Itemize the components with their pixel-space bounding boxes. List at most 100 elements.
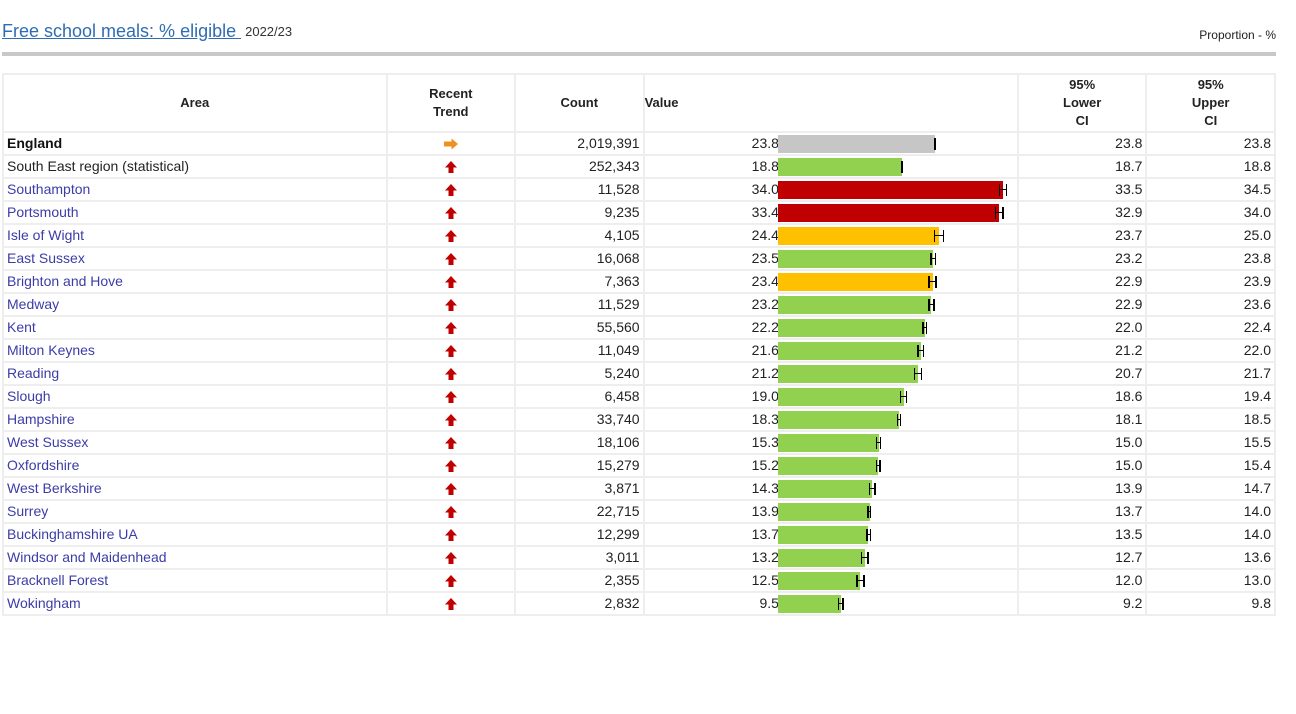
upper-ci-value: 23.9 (1145, 269, 1276, 294)
area-name[interactable]: Kent (2, 315, 388, 340)
table-row: Kent 55,560 22.2 22.0 22.4 (2, 315, 1276, 340)
value-bar[interactable] (777, 572, 861, 590)
area-name[interactable]: Buckinghamshire UA (2, 522, 388, 547)
column-header-count-label: Count (560, 95, 599, 110)
value-bar[interactable] (777, 204, 999, 222)
trend-cell (385, 384, 517, 409)
area-name[interactable]: Southampton (2, 177, 388, 202)
area-name: England (2, 131, 388, 156)
confidence-interval-whisker (856, 575, 865, 587)
trend-cell (385, 568, 517, 593)
value-bar[interactable] (777, 388, 904, 406)
trend-cell (385, 522, 517, 547)
value-text: 19.0 (751, 388, 779, 404)
value-bar[interactable] (777, 135, 936, 153)
value-cell: 13.2 (642, 545, 1019, 570)
value-bar[interactable] (777, 503, 870, 521)
trend-up-arrow-icon (444, 207, 457, 220)
upper-ci-value: 14.0 (1145, 499, 1276, 524)
table-row: Medway 11,529 23.2 22.9 23.6 (2, 292, 1276, 317)
value-bar[interactable] (777, 434, 879, 452)
trend-cell (385, 315, 517, 340)
confidence-interval-whisker (837, 598, 844, 610)
trend-up-arrow-icon (444, 483, 457, 496)
lci-header-line3: CI (1075, 113, 1089, 128)
confidence-interval-whisker (994, 207, 1004, 219)
area-name[interactable]: Isle of Wight (2, 223, 388, 248)
table-row: East Sussex 16,068 23.5 23.2 23.8 (2, 246, 1276, 271)
lower-ci-value: 22.9 (1016, 269, 1148, 294)
lower-ci-value: 13.9 (1016, 476, 1148, 501)
area-name[interactable]: Bracknell Forest (2, 568, 388, 593)
value-bar[interactable] (777, 342, 921, 360)
value-cell: 23.2 (642, 292, 1019, 317)
value-bar[interactable] (777, 250, 934, 268)
area-name[interactable]: West Sussex (2, 430, 388, 455)
area-name: South East region (statistical) (2, 154, 388, 179)
area-name[interactable]: Reading (2, 361, 388, 386)
bar-area (777, 342, 1010, 360)
area-name[interactable]: Hampshire (2, 407, 388, 432)
count-value: 55,560 (514, 315, 645, 340)
value-bar[interactable] (777, 365, 919, 383)
upper-ci-value: 23.8 (1145, 246, 1276, 271)
upper-ci-value: 14.0 (1145, 522, 1276, 547)
value-bar[interactable] (777, 595, 841, 613)
upper-ci-value: 13.0 (1145, 568, 1276, 593)
value-bar[interactable] (777, 273, 933, 291)
value-bar[interactable] (777, 549, 866, 567)
area-name[interactable]: Wokingham (2, 591, 388, 616)
trend-cell (385, 591, 517, 616)
lower-ci-value: 23.8 (1016, 131, 1148, 156)
indicator-title-link[interactable]: Free school meals: % eligible (2, 21, 242, 41)
area-name[interactable]: Surrey (2, 499, 388, 524)
trend-cell (385, 407, 517, 432)
value-bar[interactable] (777, 181, 1003, 199)
value-text: 13.7 (751, 526, 779, 542)
value-bar[interactable] (777, 296, 932, 314)
value-bar[interactable] (777, 457, 879, 475)
area-name[interactable]: Brighton and Hove (2, 269, 388, 294)
value-bar[interactable] (777, 526, 869, 544)
value-cell: 18.8 (642, 154, 1019, 179)
trend-cell (385, 453, 517, 478)
lower-ci-value: 13.5 (1016, 522, 1148, 547)
column-header-trend: Recent Trend (385, 73, 517, 133)
table-row: Isle of Wight 4,105 24.4 23.7 25.0 (2, 223, 1276, 248)
area-name[interactable]: Milton Keynes (2, 338, 388, 363)
area-name[interactable]: Medway (2, 292, 388, 317)
value-bar[interactable] (777, 227, 940, 245)
table-row: Portsmouth 9,235 33.4 32.9 34.0 (2, 200, 1276, 225)
table-row: West Sussex 18,106 15.3 15.0 15.5 (2, 430, 1276, 455)
area-name[interactable]: West Berkshire (2, 476, 388, 501)
unit-label: Proportion - % (1199, 28, 1276, 42)
value-text: 15.2 (751, 457, 779, 473)
area-name[interactable]: East Sussex (2, 246, 388, 271)
value-cell: 24.4 (642, 223, 1019, 248)
area-name[interactable]: Oxfordshire (2, 453, 388, 478)
trend-up-arrow-icon (444, 552, 457, 565)
area-name[interactable]: Slough (2, 384, 388, 409)
column-header-area[interactable]: Area (2, 73, 388, 133)
value-bar[interactable] (777, 480, 873, 498)
table-row: Southampton 11,528 34.0 33.5 34.5 (2, 177, 1276, 202)
value-bar[interactable] (777, 411, 899, 429)
period-label: 2022/23 (245, 24, 293, 39)
trend-cell (385, 361, 517, 386)
bar-area (777, 296, 1010, 314)
value-cell: 18.3 (642, 407, 1019, 432)
trend-cell (385, 269, 517, 294)
bar-area (777, 503, 1010, 521)
confidence-interval-whisker (868, 483, 876, 495)
value-bar[interactable] (777, 158, 903, 176)
table-row: Bracknell Forest 2,355 12.5 12.0 13.0 (2, 568, 1276, 593)
bar-area (777, 204, 1010, 222)
count-value: 11,529 (514, 292, 645, 317)
column-header-value[interactable]: Value (642, 73, 1019, 133)
count-value: 15,279 (514, 453, 645, 478)
bar-area (777, 250, 1010, 268)
area-name[interactable]: Portsmouth (2, 200, 388, 225)
area-name[interactable]: Windsor and Maidenhead (2, 545, 388, 570)
value-bar[interactable] (777, 319, 925, 337)
column-header-count[interactable]: Count (514, 73, 645, 133)
